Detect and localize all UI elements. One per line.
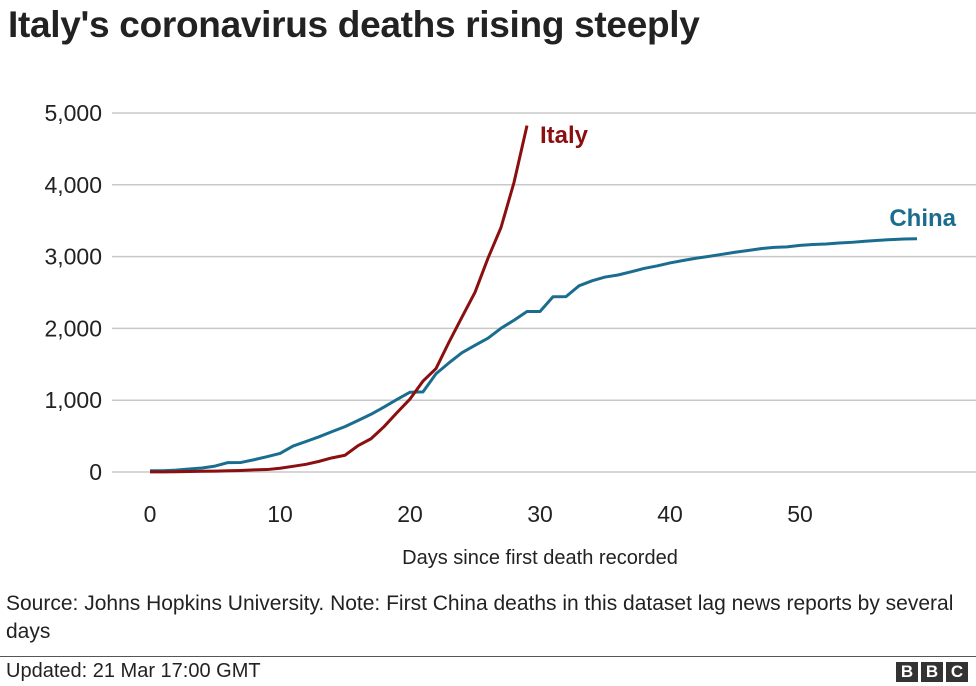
source-note: Source: Johns Hopkins University. Note: …: [6, 592, 954, 643]
series-line-china: [149, 237, 918, 473]
x-tick-label: 20: [397, 501, 423, 527]
divider: [0, 656, 976, 657]
y-tick-label: 3,000: [44, 244, 102, 270]
x-axis-label: Days since first death recorded: [402, 547, 678, 569]
x-tick-label: 50: [787, 501, 813, 527]
x-tick-label: 40: [657, 501, 683, 527]
chart-title: Italy's coronavirus deaths rising steepl…: [8, 4, 700, 45]
updated-timestamp: Updated: 21 Mar 17:00 GMT: [6, 660, 261, 682]
y-tick-label: 1,000: [44, 387, 102, 413]
x-tick-label: 10: [267, 501, 293, 527]
y-tick-label: 0: [89, 459, 102, 485]
x-tick-label: 30: [527, 501, 553, 527]
y-tick-label: 2,000: [44, 315, 102, 341]
series-label-italy: Italy: [540, 122, 589, 149]
y-tick-label: 4,000: [44, 172, 102, 198]
series-line-italy: [149, 125, 529, 474]
y-tick-label: 5,000: [44, 100, 102, 126]
series-label-china: China: [889, 205, 956, 232]
x-tick-label: 0: [144, 501, 157, 527]
line-chart: 0 1,000 2,000 3,000 4,000 5,000 0 10 20 30 40 50 Day…: [44, 100, 976, 569]
